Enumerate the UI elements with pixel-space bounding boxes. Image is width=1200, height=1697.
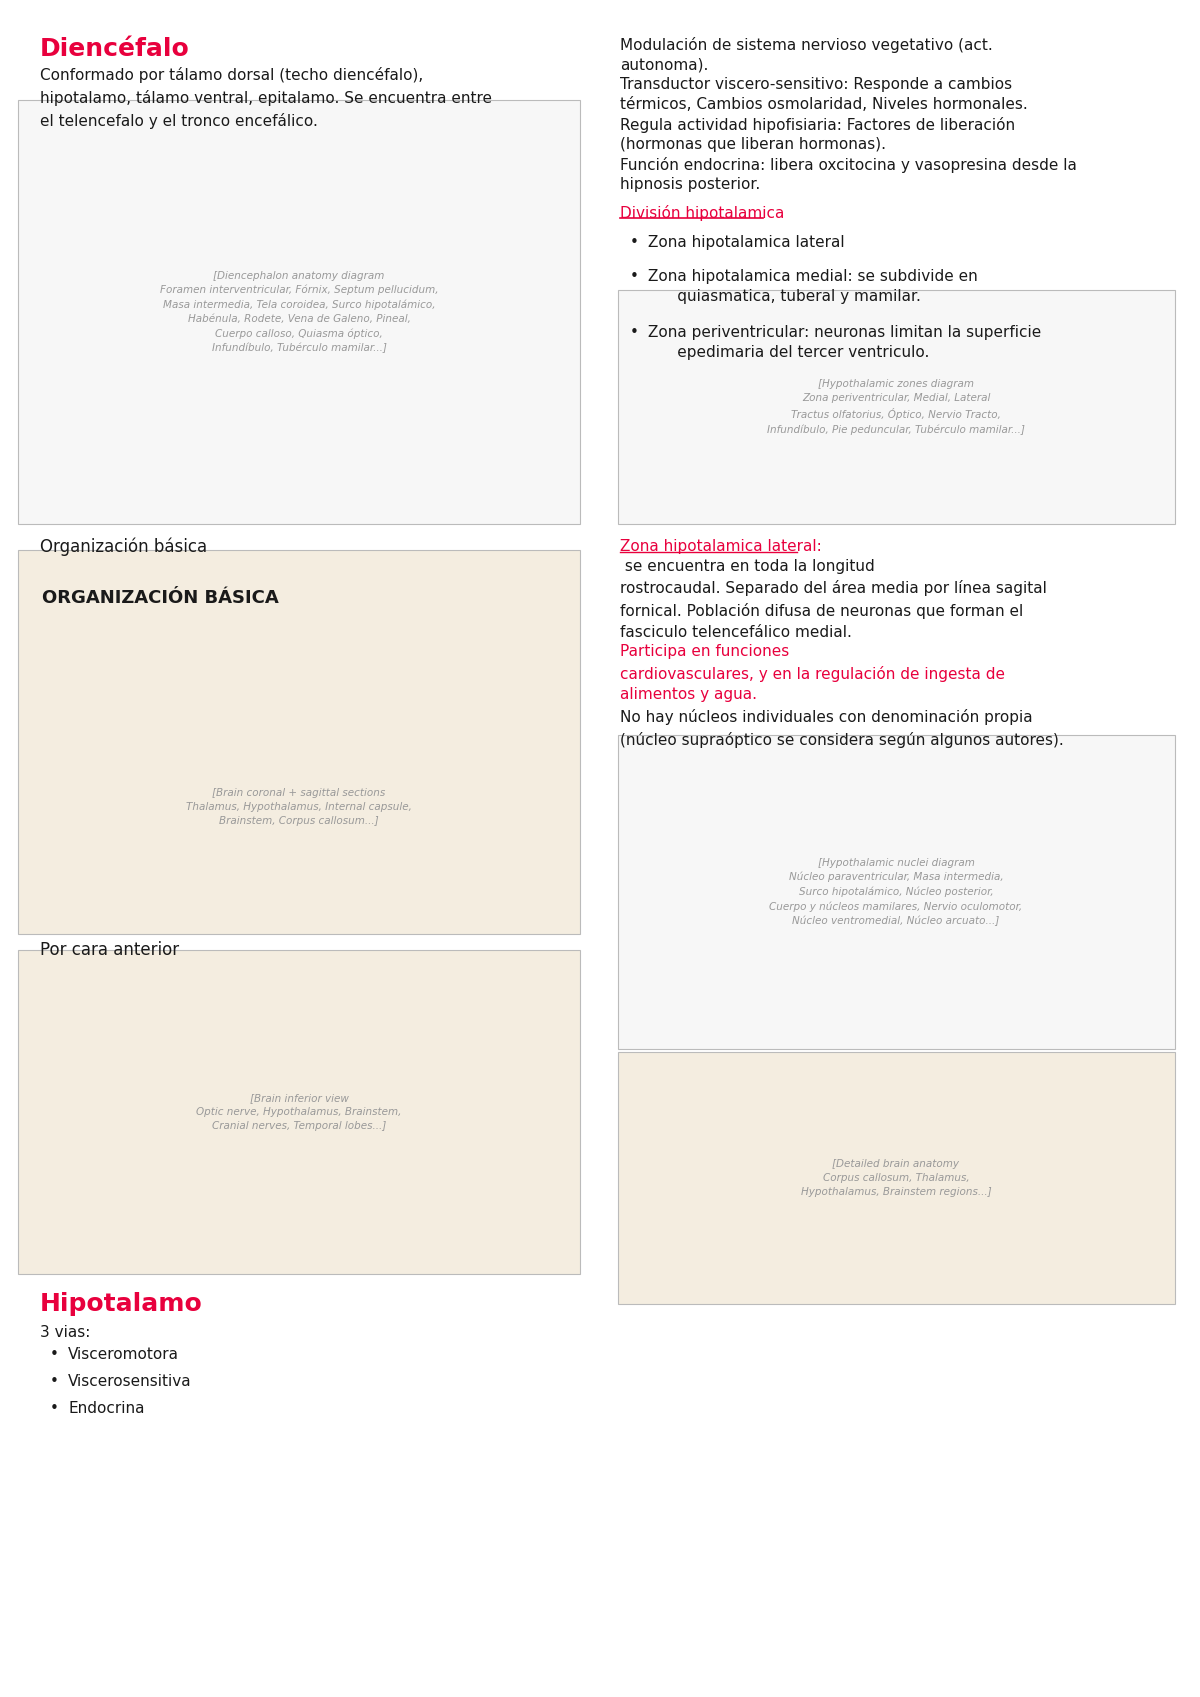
FancyBboxPatch shape [618, 290, 1175, 524]
Text: Hipotalamo: Hipotalamo [40, 1291, 203, 1315]
Text: Por cara anterior: Por cara anterior [40, 942, 179, 959]
Text: ORGANIZACIÓN BÁSICA: ORGANIZACIÓN BÁSICA [42, 589, 278, 608]
Text: •: • [50, 1402, 59, 1415]
Text: Regula actividad hipofisiaria: Factores de liberación: Regula actividad hipofisiaria: Factores … [620, 117, 1015, 132]
Text: [Brain inferior view
Optic nerve, Hypothalamus, Brainstem,
Cranial nerves, Tempo: [Brain inferior view Optic nerve, Hypoth… [197, 1093, 402, 1130]
Text: [Diencephalon anatomy diagram
Foramen interventricular, Fórnix, Septum pellucidu: [Diencephalon anatomy diagram Foramen in… [160, 270, 438, 353]
Text: Endocrina: Endocrina [68, 1402, 144, 1415]
Text: •: • [630, 270, 638, 283]
FancyBboxPatch shape [18, 950, 580, 1274]
Text: autonoma).: autonoma). [620, 58, 708, 71]
Text: (hormonas que liberan hormonas).: (hormonas que liberan hormonas). [620, 137, 886, 153]
Text: 3 vias:: 3 vias: [40, 1325, 90, 1341]
Text: Conformado por tálamo dorsal (techo diencéfalo),
hipotalamo, tálamo ventral, epi: Conformado por tálamo dorsal (techo dien… [40, 66, 492, 129]
FancyBboxPatch shape [18, 100, 580, 524]
Text: [Brain coronal + sagittal sections
Thalamus, Hypothalamus, Internal capsule,
Bra: [Brain coronal + sagittal sections Thala… [186, 787, 412, 826]
Text: •: • [630, 234, 638, 249]
Text: Diencéfalo: Diencéfalo [40, 37, 190, 61]
Text: [Hypothalamic nuclei diagram
Núcleo paraventricular, Masa intermedia,
Surco hipo: [Hypothalamic nuclei diagram Núcleo para… [769, 857, 1022, 927]
Text: Función endocrina: libera oxcitocina y vasopresina desde la: Función endocrina: libera oxcitocina y v… [620, 158, 1076, 173]
Text: hipnosis posterior.: hipnosis posterior. [620, 176, 761, 192]
Text: Zona hipotalamica lateral: Zona hipotalamica lateral [648, 234, 845, 249]
FancyBboxPatch shape [618, 735, 1175, 1049]
Text: No hay núcleos individuales con denominación propia
(núcleo supraóptico se consi: No hay núcleos individuales con denomina… [620, 709, 1063, 747]
Text: Visceromotora: Visceromotora [68, 1347, 179, 1363]
Text: [Detailed brain anatomy
Corpus callosum, Thalamus,
Hypothalamus, Brainstem regio: [Detailed brain anatomy Corpus callosum,… [800, 1159, 991, 1196]
Text: •: • [630, 326, 638, 339]
Text: Modulación de sistema nervioso vegetativo (act.: Modulación de sistema nervioso vegetativ… [620, 37, 992, 53]
Text: Viscerosensitiva: Viscerosensitiva [68, 1375, 192, 1390]
Text: térmicos, Cambios osmolaridad, Niveles hormonales.: térmicos, Cambios osmolaridad, Niveles h… [620, 97, 1027, 112]
Text: División hipotalamica: División hipotalamica [620, 205, 785, 221]
FancyBboxPatch shape [618, 1052, 1175, 1303]
Text: Transductor viscero-sensitivo: Responde a cambios: Transductor viscero-sensitivo: Responde … [620, 76, 1012, 92]
Text: •: • [50, 1375, 59, 1390]
FancyBboxPatch shape [18, 550, 580, 933]
Text: Organización básica: Organización básica [40, 536, 208, 555]
Text: •: • [50, 1347, 59, 1363]
Text: Participa en funciones
cardiovasculares, y en la regulación de ingesta de
alimen: Participa en funciones cardiovasculares,… [620, 643, 1006, 703]
Text: Zona hipotalamica lateral:: Zona hipotalamica lateral: [620, 540, 822, 553]
Text: [Hypothalamic zones diagram
Zona periventricular, Medial, Lateral
Tractus olfato: [Hypothalamic zones diagram Zona periven… [767, 378, 1025, 434]
Text: Zona periventricular: neuronas limitan la superficie
      epedimaria del tercer: Zona periventricular: neuronas limitan l… [648, 326, 1042, 360]
Text: se encuentra en toda la longitud
rostrocaudal. Separado del área media por línea: se encuentra en toda la longitud rostroc… [620, 558, 1046, 640]
Text: Zona hipotalamica medial: se subdivide en
      quiasmatica, tuberal y mamilar.: Zona hipotalamica medial: se subdivide e… [648, 270, 978, 304]
